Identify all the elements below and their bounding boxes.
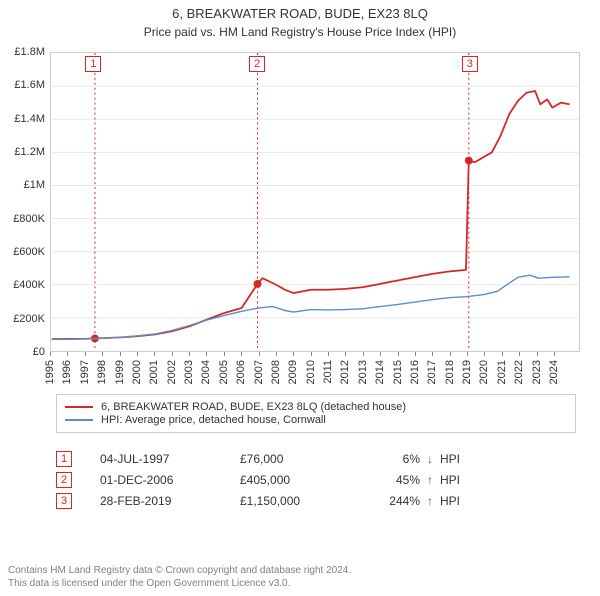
sales-table: 104-JUL-1997£76,0006%↓HPI201-DEC-2006£40… xyxy=(56,446,576,514)
x-tick-label: 2001 xyxy=(148,360,160,384)
y-tick-label: £1.4M xyxy=(14,113,45,125)
x-tick-label: 2004 xyxy=(200,360,212,384)
sales-row: 3 28-FEB-2019£1,150,000244%↑HPI xyxy=(56,493,576,509)
x-tick-label: 2008 xyxy=(270,360,282,384)
chart-svg xyxy=(51,53,579,351)
sales-date: 28-FEB-2019 xyxy=(100,494,240,508)
ref-marker-box: 2 xyxy=(249,56,265,72)
arrow-icon: ↓ xyxy=(420,452,440,466)
arrow-icon: ↑ xyxy=(420,473,440,487)
sales-price: £405,000 xyxy=(240,473,360,487)
x-tick-label: 2016 xyxy=(409,360,421,384)
legend-item: 6, BREAKWATER ROAD, BUDE, EX23 8LQ (deta… xyxy=(65,401,567,413)
footer-attribution: Contains HM Land Registry data © Crown c… xyxy=(8,564,592,590)
y-tick-label: £1.6M xyxy=(14,79,45,91)
x-tick-label: 2019 xyxy=(461,360,473,384)
x-tick-label: 2015 xyxy=(392,360,404,384)
x-tick-label: 1995 xyxy=(44,360,56,384)
sales-hpi-label: HPI xyxy=(440,473,480,487)
x-tick-label: 2018 xyxy=(444,360,456,384)
sales-row: 1 04-JUL-1997£76,0006%↓HPI xyxy=(56,451,576,467)
sales-pct: 45% xyxy=(360,473,420,487)
sales-hpi-label: HPI xyxy=(440,494,480,508)
ref-marker-box: 1 xyxy=(85,56,101,72)
legend-label: HPI: Average price, detached house, Corn… xyxy=(101,414,326,426)
x-tick-label: 2014 xyxy=(374,360,386,384)
x-tick-label: 2022 xyxy=(513,360,525,384)
x-tick-label: 1999 xyxy=(114,360,126,384)
legend-swatch xyxy=(65,419,93,421)
x-tick-label: 2024 xyxy=(548,360,560,384)
arrow-icon: ↑ xyxy=(420,494,440,508)
legend-swatch xyxy=(65,406,93,408)
x-tick-label: 2010 xyxy=(305,360,317,384)
sales-ref-num: 3 xyxy=(56,493,72,509)
legend-label: 6, BREAKWATER ROAD, BUDE, EX23 8LQ (deta… xyxy=(101,401,406,413)
x-tick-label: 2005 xyxy=(218,360,230,384)
x-tick-label: 2020 xyxy=(478,360,490,384)
y-tick-label: £200K xyxy=(13,313,45,325)
sales-pct: 244% xyxy=(360,494,420,508)
x-tick-label: 2006 xyxy=(235,360,247,384)
chart-plot-area xyxy=(50,52,580,352)
sales-date: 04-JUL-1997 xyxy=(100,452,240,466)
chart-title: 6, BREAKWATER ROAD, BUDE, EX23 8LQ xyxy=(0,6,600,21)
x-tick-label: 2021 xyxy=(496,360,508,384)
x-tick-label: 2012 xyxy=(339,360,351,384)
x-tick-label: 1998 xyxy=(96,360,108,384)
x-tick-label: 2017 xyxy=(426,360,438,384)
sales-hpi-label: HPI xyxy=(440,452,480,466)
y-tick-label: £400K xyxy=(13,279,45,291)
sales-price: £76,000 xyxy=(240,452,360,466)
sales-ref-num: 2 xyxy=(56,472,72,488)
x-tick-label: 2011 xyxy=(322,360,334,384)
y-tick-label: £0 xyxy=(33,346,45,358)
chart-legend: 6, BREAKWATER ROAD, BUDE, EX23 8LQ (deta… xyxy=(56,394,576,433)
x-tick-label: 2023 xyxy=(531,360,543,384)
footer-line: This data is licensed under the Open Gov… xyxy=(8,577,592,590)
x-tick-label: 2000 xyxy=(131,360,143,384)
x-tick-label: 2002 xyxy=(166,360,178,384)
ref-marker-box: 3 xyxy=(462,56,478,72)
y-tick-label: £1.8M xyxy=(14,46,45,58)
x-tick-label: 2013 xyxy=(357,360,369,384)
x-tick-label: 2007 xyxy=(253,360,265,384)
sales-pct: 6% xyxy=(360,452,420,466)
chart-subtitle: Price paid vs. HM Land Registry's House … xyxy=(0,25,600,39)
x-tick-label: 1997 xyxy=(79,360,91,384)
sales-date: 01-DEC-2006 xyxy=(100,473,240,487)
footer-line: Contains HM Land Registry data © Crown c… xyxy=(8,564,592,577)
x-tick-label: 1996 xyxy=(61,360,73,384)
sales-price: £1,150,000 xyxy=(240,494,360,508)
legend-item: HPI: Average price, detached house, Corn… xyxy=(65,414,567,426)
y-tick-label: £1M xyxy=(24,179,45,191)
x-tick-label: 2003 xyxy=(183,360,195,384)
sales-ref-num: 1 xyxy=(56,451,72,467)
y-tick-label: £1.2M xyxy=(14,146,45,158)
y-tick-label: £800K xyxy=(13,213,45,225)
y-tick-label: £600K xyxy=(13,246,45,258)
x-tick-label: 2009 xyxy=(287,360,299,384)
sales-row: 2 01-DEC-2006£405,00045%↑HPI xyxy=(56,472,576,488)
